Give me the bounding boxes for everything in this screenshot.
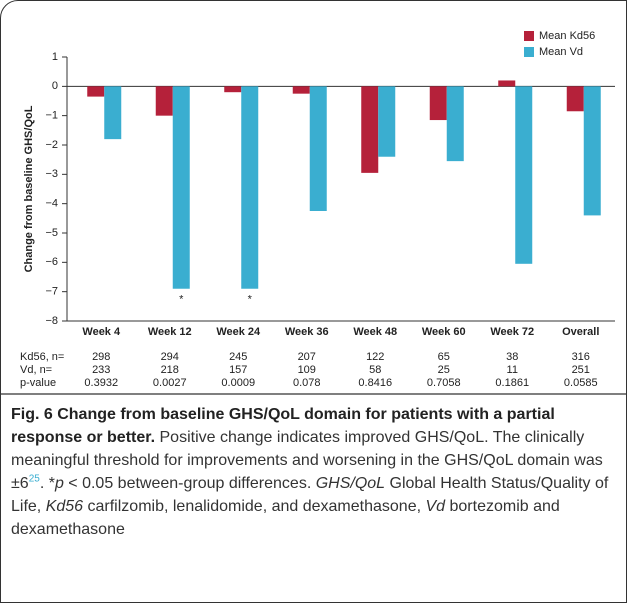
y-axis-label: Change from baseline GHS/QoL: [23, 105, 35, 272]
x-tick-label: Week 4: [82, 326, 121, 338]
bar: [429, 86, 447, 121]
bar: [155, 86, 173, 116]
x-tick-label: Week 72: [490, 326, 534, 338]
bar: [566, 86, 584, 112]
bar: [446, 86, 464, 162]
table-cell: 0.0009: [221, 377, 255, 389]
table-cell: 245: [229, 351, 247, 363]
table-cell: 11: [507, 364, 518, 376]
caption-text: Positive change indicates improved GHS/Q…: [11, 429, 603, 492]
caption-text: Kd56: [45, 498, 84, 515]
caption-text: GHS/QoL: [315, 475, 386, 492]
y-tick-label: −7: [45, 286, 58, 298]
y-tick-label: −2: [45, 139, 58, 151]
bar: [361, 86, 379, 173]
x-tick-label: Week 36: [285, 326, 329, 338]
y-tick-label: −4: [45, 198, 58, 210]
table-cell: 122: [366, 351, 384, 363]
table-cell: 65: [438, 351, 450, 363]
table-cell: 233: [92, 364, 110, 376]
caption-text: carfilzomib, lenalidomide, and dexametha…: [83, 498, 426, 515]
caption-text: p: [54, 475, 64, 492]
y-tick-label: −1: [45, 110, 58, 122]
table-cell: 0.1861: [495, 377, 529, 389]
y-tick-label: −8: [45, 315, 58, 327]
legend-label: Mean Vd: [539, 46, 583, 58]
table-cell: 218: [161, 364, 179, 376]
table-cell: 0.7058: [427, 377, 461, 389]
caption-text: bortezomib and dexamethasone: [11, 498, 560, 538]
table-row-label: Kd56, n=: [20, 351, 64, 363]
bar: [87, 86, 105, 97]
x-tick-label: Week 12: [148, 326, 192, 338]
table-cell: 316: [572, 351, 590, 363]
x-tick-label: Overall: [562, 326, 599, 338]
table-cell: 157: [229, 364, 247, 376]
y-tick-label: −3: [45, 168, 58, 180]
y-tick-label: −6: [45, 256, 58, 268]
legend-swatch: [524, 31, 534, 41]
caption-text: . *: [39, 475, 55, 492]
x-tick-label: Week 60: [422, 326, 466, 338]
bar: [515, 86, 533, 264]
chart: Change from baseline GHS/QoL −8 −7 −6 −5 −4 −…: [1, 30, 626, 395]
caption-text: Global Health Status/Quality of Life,: [11, 475, 609, 515]
caption: Fig. 6 Change from baseline GHS/QoL doma…: [11, 403, 617, 541]
significance-mark: *: [179, 294, 184, 306]
significance-mark: *: [248, 294, 253, 306]
bar: [224, 86, 242, 93]
table-row-label: p-value: [20, 377, 56, 389]
caption-text: Vd: [425, 498, 446, 515]
bar: [104, 86, 122, 140]
y-tick-label: 0: [52, 80, 58, 92]
table-cell: 0.0027: [153, 377, 187, 389]
table-cell: 109: [298, 364, 316, 376]
bar: [583, 86, 601, 216]
caption-title: Fig. 6 Change from baseline GHS/QoL doma…: [11, 406, 555, 446]
table-cell: 38: [506, 351, 518, 363]
table-cell: 25: [438, 364, 450, 376]
table-cell: 0.078: [293, 377, 321, 389]
reference: 25: [28, 473, 40, 485]
table-cell: 207: [298, 351, 316, 363]
legend-label: Mean Kd56: [539, 30, 595, 42]
caption-text: < 0.05 between-group differences.: [63, 475, 316, 492]
table-cell: 0.3932: [84, 377, 118, 389]
x-tick-label: Week 48: [353, 326, 397, 338]
table-cell: 58: [369, 364, 381, 376]
y-tick-label: −5: [45, 227, 58, 239]
bar: [309, 86, 327, 211]
table-cell: 0.8416: [358, 377, 392, 389]
bar: [241, 86, 259, 289]
table-cell: 251: [572, 364, 590, 376]
bar: [498, 80, 516, 87]
table-row-label: Vd, n=: [20, 364, 52, 376]
legend-swatch: [524, 47, 534, 57]
table-cell: 0.0585: [564, 377, 598, 389]
x-tick-label: Week 24: [216, 326, 261, 338]
bar: [172, 86, 190, 289]
y-tick-label: 1: [52, 51, 58, 63]
table-cell: 294: [161, 351, 179, 363]
table-cell: 298: [92, 351, 110, 363]
bar: [378, 86, 396, 157]
bar: [292, 86, 310, 94]
